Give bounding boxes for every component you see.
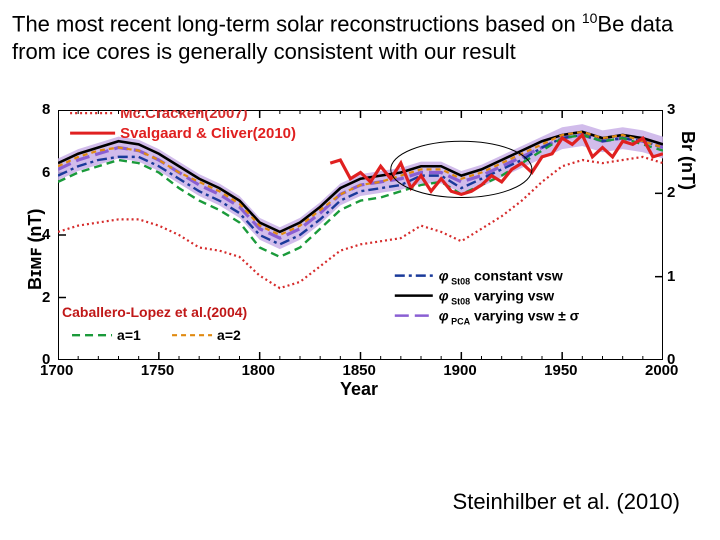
tick-label: 1900 [443, 362, 476, 379]
tick-label: 0 [667, 351, 675, 368]
tick-label: 1750 [141, 362, 174, 379]
chart-svg: Mc.Cracken(2007) Svalgaard & Cliver(2010)… [58, 110, 663, 360]
svg-text:Caballero-Lopez et al.(2004): Caballero-Lopez et al.(2004) [62, 304, 247, 320]
tick-label: 1950 [544, 362, 577, 379]
page-title: The most recent long-term solar reconstr… [0, 4, 720, 66]
tick-label: 0 [42, 351, 50, 368]
title-part1: The most recent long-term solar reconstr… [12, 11, 582, 36]
svg-text:a=1: a=1 [117, 327, 141, 343]
title-sup: 10 [582, 10, 598, 26]
svg-text:φ St08 constant vsw: φ St08 constant vsw [439, 268, 563, 287]
tick-label: 1800 [242, 362, 275, 379]
tick-label: 2 [667, 184, 675, 201]
svg-text:φ St08 varying vsw: φ St08 varying vsw [439, 288, 555, 307]
citation: Steinhilber et al. (2010) [453, 489, 680, 515]
chart: Mc.Cracken(2007) Svalgaard & Cliver(2010)… [58, 110, 663, 360]
svg-text:Mc.Cracken(2007): Mc.Cracken(2007) [120, 110, 248, 122]
tick-label: 8 [42, 101, 50, 118]
tick-label: 4 [42, 226, 50, 243]
x-label: Year [340, 379, 378, 400]
tick-label: 1850 [343, 362, 376, 379]
svg-text:a=2: a=2 [217, 327, 241, 343]
tick-label: 3 [667, 101, 675, 118]
svg-text:Svalgaard & Cliver(2010): Svalgaard & Cliver(2010) [120, 125, 296, 142]
svg-text:φ PCA varying vsw ± σ: φ PCA varying vsw ± σ [439, 308, 580, 327]
tick-label: 1 [667, 268, 675, 285]
tick-label: 6 [42, 164, 50, 181]
y-right-label: Br (nT) [677, 131, 698, 190]
tick-label: 2 [42, 289, 50, 306]
y-left-label: Bɪᴍꜰ (nT) [25, 209, 46, 290]
